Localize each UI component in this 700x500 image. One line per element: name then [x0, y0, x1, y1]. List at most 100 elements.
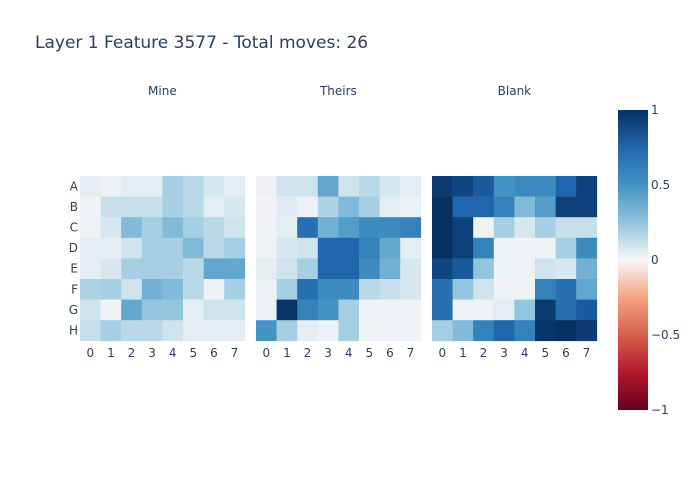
heatmap-cell	[493, 279, 515, 300]
heatmap-cell	[297, 279, 319, 300]
heatmap-cell	[338, 196, 360, 218]
heatmap-cell	[317, 237, 339, 259]
heatmap-cell	[359, 320, 380, 342]
heatmap-cell	[514, 299, 536, 321]
heatmap-cell	[473, 217, 495, 239]
heatmap-cell	[276, 237, 298, 259]
heatmap-cell	[379, 217, 401, 239]
heatmap-cell	[224, 217, 246, 239]
heatmap-cell	[555, 258, 577, 280]
heatmap-cell	[224, 299, 246, 321]
heatmap-cell	[514, 176, 536, 197]
heatmap-cell	[338, 320, 360, 342]
heatmap-cell	[535, 320, 556, 342]
x-tick-label: 2	[480, 346, 488, 360]
heatmap-cell	[514, 320, 536, 342]
heatmap-cell	[317, 258, 339, 280]
heatmap-cell	[400, 237, 422, 259]
heatmap-cell	[576, 176, 598, 197]
x-tick-label: 5	[541, 346, 549, 360]
heatmap-cell	[493, 237, 515, 259]
heatmap-cell	[121, 217, 143, 239]
heatmap-cell	[224, 320, 246, 342]
colorbar: 1 0.5 0 −0.5 −1	[618, 103, 680, 417]
heatmap-cell	[141, 176, 163, 197]
heatmap-cell	[141, 258, 163, 280]
heatmap-cell	[183, 176, 204, 197]
heatmap-cell	[100, 299, 122, 321]
y-tick-label: A	[70, 179, 79, 193]
heatmap-cell	[256, 196, 277, 218]
x-tick-label: 3	[500, 346, 508, 360]
heatmap-cell	[400, 176, 422, 197]
heatmap-cell	[576, 237, 598, 259]
heatmap-cell	[224, 237, 246, 259]
heatmap-cell	[276, 196, 298, 218]
heatmap-cell	[379, 299, 401, 321]
heatmap-cell	[338, 258, 360, 280]
heatmap-cell	[276, 217, 298, 239]
colorbar-tick-label: 1	[651, 103, 659, 117]
heatmap-cell	[493, 217, 515, 239]
heatmap-cell	[256, 320, 277, 342]
heatmap-cell	[256, 217, 277, 239]
heatmap-cell	[400, 299, 422, 321]
heatmap-cell	[317, 279, 339, 300]
heatmap-cell	[162, 320, 184, 342]
x-tick-label: 1	[107, 346, 115, 360]
heatmap-cell	[338, 299, 360, 321]
heatmap-cell	[297, 217, 319, 239]
heatmap-cell	[473, 237, 495, 259]
heatmap-cell	[162, 299, 184, 321]
y-tick-label: F	[71, 282, 78, 296]
y-tick-label: H	[69, 324, 78, 338]
x-tick-label: 2	[128, 346, 136, 360]
panel-title: Theirs	[319, 84, 357, 98]
x-tick-label: 0	[86, 346, 94, 360]
x-tick-label: 1	[283, 346, 291, 360]
heatmap-cell	[576, 299, 598, 321]
colorbar-tick-label: −1	[651, 403, 669, 417]
heatmap-cell	[224, 176, 246, 197]
heatmap-cell	[452, 237, 474, 259]
heatmap-cell	[535, 237, 556, 259]
heatmap-cell	[80, 258, 101, 280]
heatmap-cell	[203, 176, 225, 197]
x-tick-label: 6	[562, 346, 570, 360]
x-tick-label: 6	[386, 346, 394, 360]
heatmap-cell	[203, 258, 225, 280]
heatmap-cell	[535, 279, 556, 300]
heatmap-cell	[317, 196, 339, 218]
heatmap-cell	[576, 258, 598, 280]
heatmap-cell	[432, 299, 453, 321]
heatmap-cell	[317, 217, 339, 239]
x-tick-label: 7	[231, 346, 239, 360]
panel-title: Mine	[148, 84, 177, 98]
heatmap-cell	[100, 237, 122, 259]
x-tick-label: 4	[345, 346, 353, 360]
heatmap-cell	[256, 258, 277, 280]
heatmap-cell	[100, 176, 122, 197]
heatmap-cell	[80, 237, 101, 259]
heatmap-cell	[297, 196, 319, 218]
heatmap-cell	[183, 217, 204, 239]
heatmap-cell	[576, 279, 598, 300]
heatmap-cell	[555, 196, 577, 218]
heatmap-cell	[203, 299, 225, 321]
heatmap-cell	[379, 176, 401, 197]
heatmap-cell	[400, 217, 422, 239]
heatmap-cell	[256, 279, 277, 300]
heatmap-cell	[183, 196, 204, 218]
y-tick-label: D	[69, 241, 78, 255]
x-tick-label: 1	[459, 346, 467, 360]
heatmap-cell	[256, 299, 277, 321]
panel-blank: Blank 0 1 2 3 4 5 6 7	[432, 84, 598, 360]
heatmap-cell	[121, 279, 143, 300]
heatmap-cell	[203, 320, 225, 342]
heatmap-cell	[514, 217, 536, 239]
heatmap-cell	[183, 237, 204, 259]
heatmap-cell	[256, 176, 277, 197]
heatmap-cell	[162, 279, 184, 300]
heatmap-cell	[100, 217, 122, 239]
heatmap-cell	[493, 176, 515, 197]
